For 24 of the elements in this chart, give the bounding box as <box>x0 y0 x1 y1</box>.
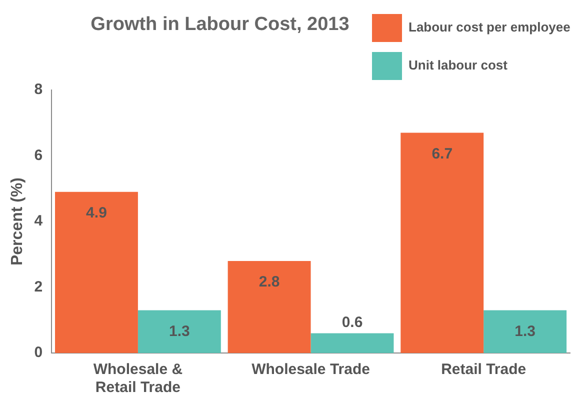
data-label: 1.3 <box>169 322 190 340</box>
x-tick-label: Wholesale Trade <box>252 361 370 378</box>
data-label: 0.6 <box>342 314 363 331</box>
data-label: 6.7 <box>432 145 453 162</box>
y-tick-label: 0 <box>34 344 43 362</box>
bar <box>310 333 394 353</box>
chart-title: Growth in Labour Cost, 2013 <box>90 14 350 36</box>
data-label: 1.3 <box>514 322 536 340</box>
y-axis-title: Percent (%) <box>9 177 26 266</box>
bar <box>484 310 567 353</box>
bar <box>228 260 311 353</box>
x-tick-label: Wholesale & Retail Trade <box>93 361 183 396</box>
y-tick-label: 6 <box>34 146 43 164</box>
bar <box>55 192 138 353</box>
y-tick-label: 4 <box>34 212 44 230</box>
bar <box>400 132 484 353</box>
bar <box>138 310 221 353</box>
legend-label: Unit labour cost <box>408 58 508 73</box>
y-tick-label: 2 <box>34 278 43 296</box>
data-label: 4.9 <box>86 204 107 222</box>
y-tick-label: 8 <box>34 81 43 98</box>
data-label: 2.8 <box>258 274 280 291</box>
x-tick-label: Retail Trade <box>441 361 526 378</box>
legend-label: Labour cost per employee <box>408 20 570 35</box>
